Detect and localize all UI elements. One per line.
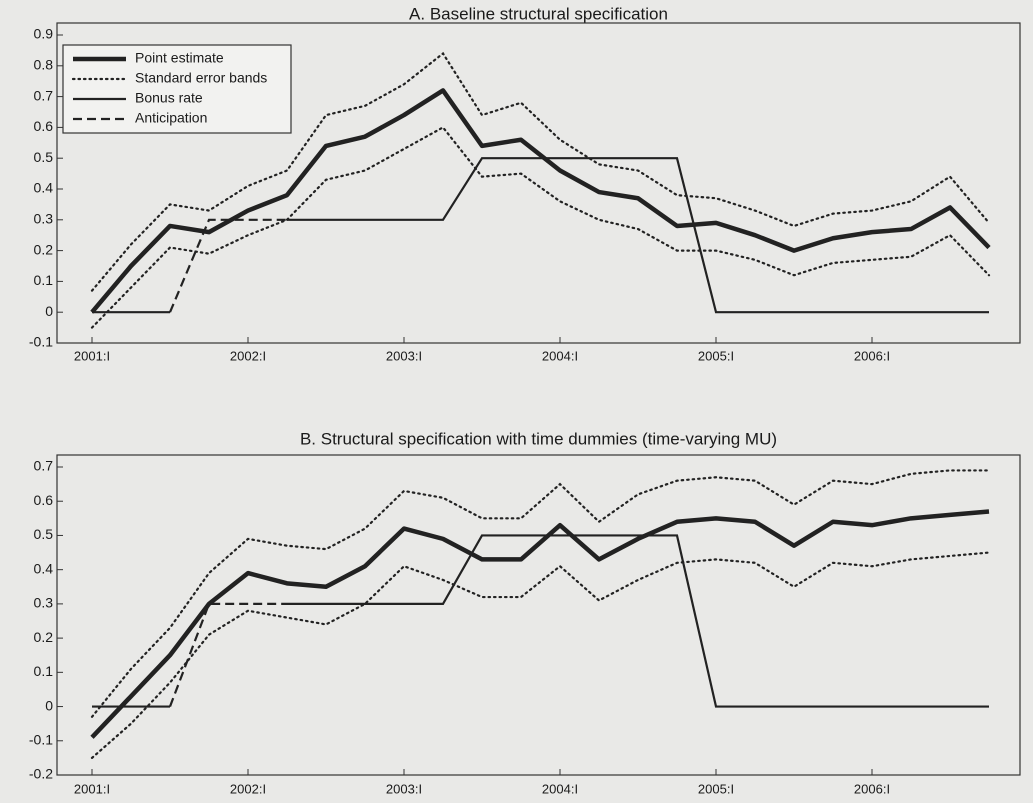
- y-tick-label: 0.6: [34, 118, 54, 134]
- y-tick-label: 0.8: [34, 57, 54, 73]
- legend-label: Bonus rate: [135, 90, 203, 106]
- legend-label: Point estimate: [135, 50, 224, 66]
- y-tick-label: 0.7: [34, 458, 54, 474]
- x-tick-label: 2002:I: [230, 781, 266, 796]
- x-tick-label: 2006:I: [854, 348, 890, 363]
- y-tick-label: 0: [45, 697, 53, 713]
- x-tick-label: 2003:I: [386, 781, 422, 796]
- series-line: [168, 602, 287, 707]
- y-tick-label: 0.3: [34, 595, 54, 611]
- series-line: [90, 509, 990, 739]
- x-tick-label: 2005:I: [698, 781, 734, 796]
- series-line: [90, 51, 991, 292]
- y-tick-label: 0.6: [34, 492, 54, 508]
- y-tick-label: -0.2: [29, 766, 53, 782]
- y-tick-label: 0: [45, 303, 53, 319]
- chart-title: B. Structural specification with time du…: [300, 429, 777, 448]
- x-tick-label: 2001:I: [74, 348, 110, 363]
- y-tick-label: 0.5: [34, 149, 54, 165]
- y-tick-label: 0.4: [34, 180, 54, 196]
- y-tick-label: -0.1: [29, 731, 53, 747]
- y-tick-label: 0.2: [34, 629, 54, 645]
- y-tick-label: 0.1: [34, 663, 54, 679]
- x-tick-label: 2006:I: [854, 781, 890, 796]
- series-line: [92, 534, 989, 708]
- y-tick-label: 0.3: [34, 211, 54, 227]
- series-line: [90, 469, 991, 718]
- series-line: [168, 218, 287, 313]
- y-tick-label: 0.4: [34, 560, 54, 576]
- y-tick-label: 0.1: [34, 272, 54, 288]
- y-tick-label: 0.7: [34, 87, 54, 103]
- legend-label: Standard error bands: [135, 70, 267, 86]
- legend-label: Anticipation: [135, 110, 207, 126]
- chart-title: A. Baseline structural specification: [409, 4, 668, 23]
- series-line: [90, 88, 991, 314]
- y-tick-label: -0.1: [29, 334, 53, 350]
- plot-frame: [56, 454, 1021, 776]
- x-tick-label: 2004:I: [542, 781, 578, 796]
- series-line: [90, 551, 991, 759]
- x-tick-label: 2001:I: [74, 781, 110, 796]
- y-tick-label: 0.2: [34, 241, 54, 257]
- series-line: [92, 157, 989, 314]
- x-tick-label: 2004:I: [542, 348, 578, 363]
- x-tick-label: 2002:I: [230, 348, 266, 363]
- x-tick-label: 2003:I: [386, 348, 422, 363]
- plot-frame: [56, 22, 1021, 344]
- y-tick-label: 0.9: [34, 26, 54, 42]
- series-line: [90, 125, 991, 329]
- x-tick-label: 2005:I: [698, 348, 734, 363]
- y-tick-label: 0.5: [34, 526, 54, 542]
